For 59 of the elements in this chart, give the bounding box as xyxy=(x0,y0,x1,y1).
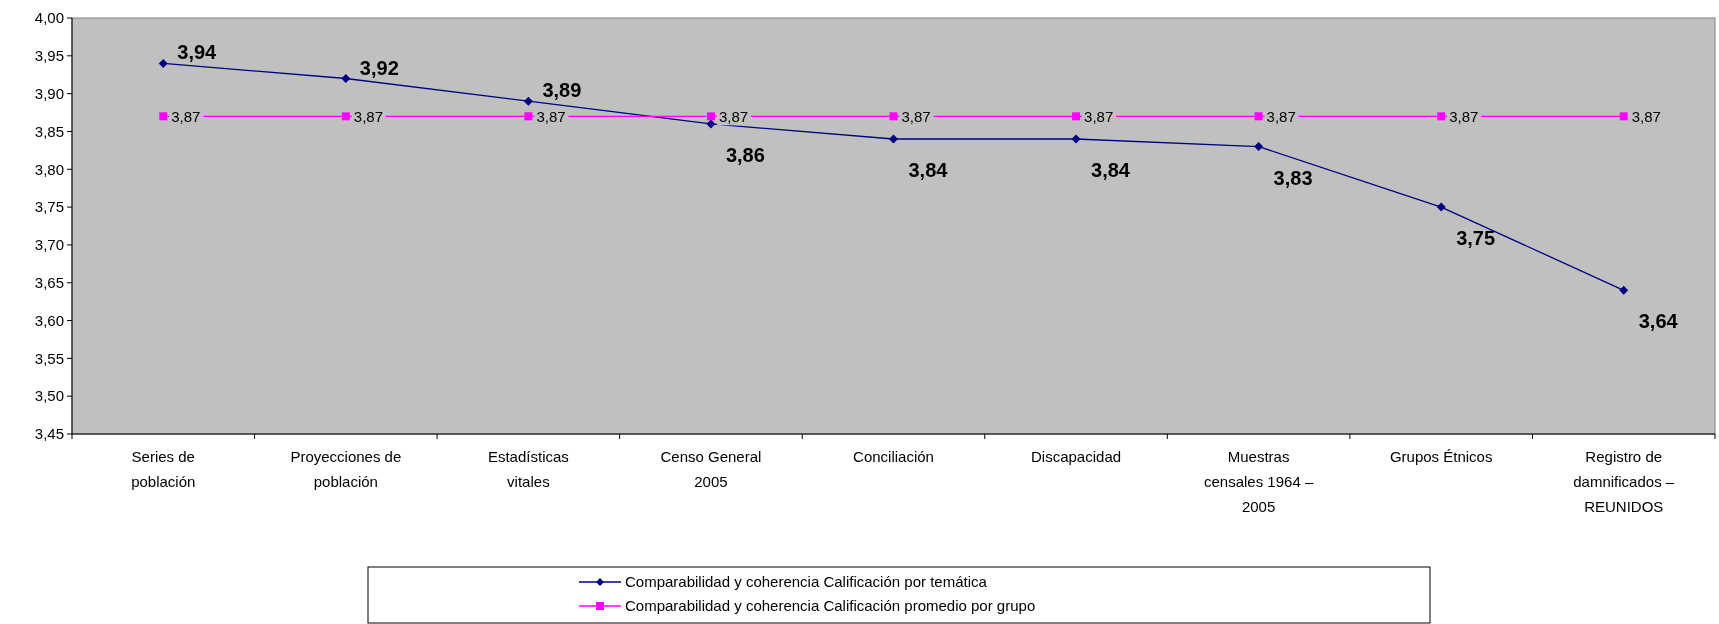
point xyxy=(1437,112,1446,121)
y-tick-label: 3,50 xyxy=(34,387,64,405)
point xyxy=(524,112,533,121)
data-label: 3,87 xyxy=(1449,107,1479,125)
y-tick-label: 3,75 xyxy=(34,198,64,216)
y-tick-label: 3,95 xyxy=(34,47,64,65)
data-label: 3,64 xyxy=(1638,310,1679,333)
data-label: 3,84 xyxy=(1091,159,1131,182)
data-label: 3,87 xyxy=(901,107,931,125)
data-label: 3,89 xyxy=(542,79,582,102)
y-tick-label: 3,80 xyxy=(34,160,64,178)
point xyxy=(1619,285,1629,295)
data-label: 3,94 xyxy=(177,41,218,64)
x-tick-label: Series de población xyxy=(131,448,196,490)
y-tick-label: 3,90 xyxy=(34,84,64,102)
point xyxy=(341,112,350,121)
data-label: 3,75 xyxy=(1456,227,1496,250)
point xyxy=(1436,202,1446,212)
data-label: 3,84 xyxy=(908,159,949,182)
data-label: 3,87 xyxy=(353,107,384,125)
data-label: 3,87 xyxy=(171,107,201,125)
y-tick-label: 3,55 xyxy=(34,349,64,367)
point xyxy=(159,112,168,121)
point xyxy=(1619,112,1628,121)
x-tick-label: Censo General 2005 xyxy=(660,448,762,490)
point xyxy=(1071,134,1081,144)
x-tick-label: Registro de damnificados – REUNIDOS xyxy=(1573,448,1675,515)
point xyxy=(889,112,898,121)
y-tick-label: 3,45 xyxy=(34,425,64,443)
y-tick-label: 3,70 xyxy=(34,236,64,254)
data-label: 3,86 xyxy=(725,143,765,166)
data-label: 3,87 xyxy=(1266,107,1296,125)
data-label: 3,92 xyxy=(359,56,399,79)
point xyxy=(889,134,898,144)
x-tick-label: Discapacidad xyxy=(1031,448,1122,465)
point xyxy=(1254,142,1264,152)
data-label: 3,87 xyxy=(1084,107,1114,125)
x-tick-label: Conciliación xyxy=(853,448,934,465)
legend-label: Comparabilidad y coherencia Calificación promedio por grupo xyxy=(625,597,1036,615)
point xyxy=(706,112,715,121)
data-label: 3,87 xyxy=(536,107,566,125)
data-label: 3,87 xyxy=(718,107,749,125)
y-tick-label: 3,60 xyxy=(34,311,64,329)
y-tick-label: 3,85 xyxy=(34,122,64,140)
point xyxy=(523,96,533,106)
point xyxy=(706,119,716,129)
x-tick-label: Proyecciones de población xyxy=(290,448,402,490)
legend-label: Comparabilidad y coherencia Calificación por temática xyxy=(625,573,988,591)
data-label: 3,83 xyxy=(1273,166,1313,189)
point xyxy=(341,74,351,84)
x-tick-label: Muestras censales 1964 – 2005 xyxy=(1203,448,1314,515)
point xyxy=(1254,112,1263,121)
x-tick-label: Estadísticas vitales xyxy=(487,448,569,490)
point xyxy=(1072,112,1081,121)
y-tick-label: 4,00 xyxy=(34,9,64,27)
x-tick-label: Grupos Étnicos xyxy=(1389,448,1493,465)
data-label: 3,87 xyxy=(1631,107,1661,125)
y-tick-label: 3,65 xyxy=(34,273,64,291)
point xyxy=(158,58,168,68)
